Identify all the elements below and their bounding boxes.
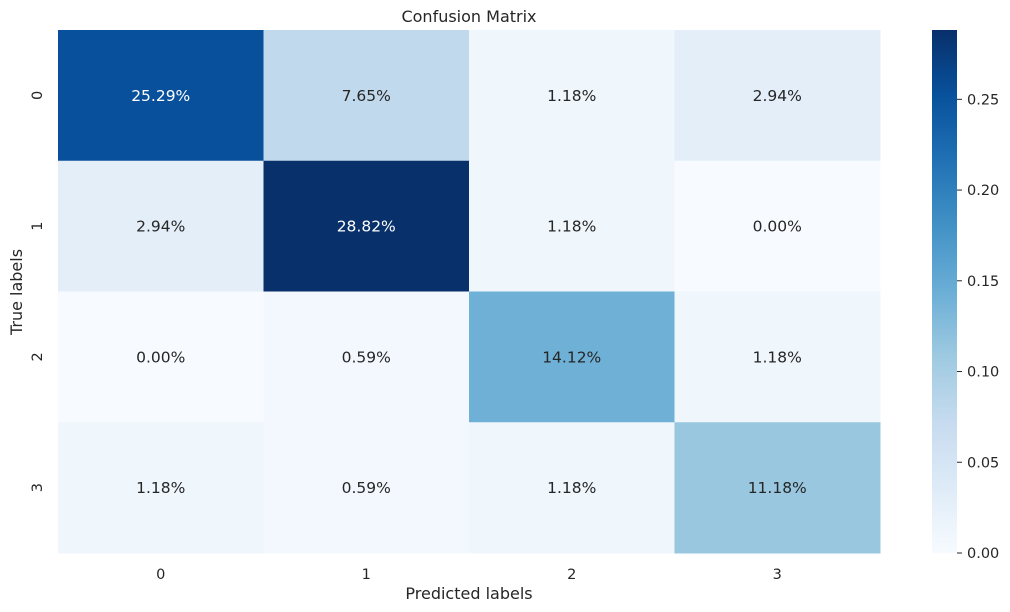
x-axis-label: Predicted labels <box>405 584 532 603</box>
heatmap-cell-r3-c3 <box>674 422 881 554</box>
colorbar-tick-label-1: 0.05 <box>967 455 999 471</box>
y-axis-ticks: 0 1 2 3 <box>30 91 46 492</box>
colorbar-tick-label-0: 0.00 <box>967 546 999 562</box>
heatmap-cell-r1-c0 <box>58 160 264 292</box>
cell-annotation-r3-c2: 1.18% <box>547 479 596 497</box>
heatmap-cell-r1-c2 <box>469 160 675 292</box>
cell-annotation-r0-c2: 1.18% <box>547 87 596 105</box>
heatmap-cell-r1-c1 <box>263 160 470 292</box>
cell-annotation-r0-c1: 7.65% <box>342 87 391 105</box>
cell-annotation-r2-c0: 0.00% <box>136 348 185 366</box>
colorbar <box>932 30 957 553</box>
heatmap-cells <box>58 30 881 554</box>
heatmap-cell-r2-c3 <box>674 291 881 423</box>
colorbar-ticks: 0.00 0.05 0.10 0.15 0.20 0.25 <box>957 92 999 562</box>
chart-title: Confusion Matrix <box>401 7 536 26</box>
y-tick-label-3: 3 <box>30 483 46 492</box>
heatmap-cell-r2-c2 <box>469 291 675 423</box>
heatmap-cell-r0-c0 <box>58 30 264 162</box>
y-axis-label: True labels <box>7 249 26 336</box>
colorbar-tick-label-3: 0.15 <box>967 274 999 290</box>
cell-annotation-r1-c1: 28.82% <box>337 218 396 236</box>
cell-annotation-r3-c1: 0.59% <box>342 479 391 497</box>
x-tick-label-2: 2 <box>567 567 576 583</box>
heatmap-cell-r2-c0 <box>58 291 264 423</box>
heatmap-cell-r3-c0 <box>58 422 264 554</box>
cell-annotation-r3-c0: 1.18% <box>136 479 185 497</box>
heatmap-cell-r0-c2 <box>469 30 675 162</box>
cell-annotation-r2-c2: 14.12% <box>542 348 601 366</box>
heatmap-annotations: 25.29% 7.65% 1.18% 2.94% 2.94% 28.82% 1.18% 0.0… <box>131 87 807 497</box>
y-tick-label-2: 2 <box>30 352 46 361</box>
cell-annotation-r2-c1: 0.59% <box>342 348 391 366</box>
x-axis-ticks: 0 1 2 3 <box>156 567 782 583</box>
cell-annotation-r1-c3: 0.00% <box>753 218 802 236</box>
heatmap-cell-r0-c1 <box>263 30 470 162</box>
heatmap-cell-r0-c3 <box>674 30 881 162</box>
heatmap-cell-r2-c1 <box>263 291 470 423</box>
cell-annotation-r1-c2: 1.18% <box>547 218 596 236</box>
cell-annotation-r0-c0: 25.29% <box>131 87 190 105</box>
cell-annotation-r1-c0: 2.94% <box>136 218 185 236</box>
colorbar-tick-label-2: 0.10 <box>967 365 999 381</box>
x-tick-label-1: 1 <box>362 567 371 583</box>
x-tick-label-0: 0 <box>156 567 165 583</box>
colorbar-tick-label-4: 0.20 <box>967 183 999 199</box>
cell-annotation-r3-c3: 11.18% <box>748 479 807 497</box>
cell-annotation-r2-c3: 1.18% <box>753 348 802 366</box>
heatmap-cell-r1-c3 <box>674 160 881 292</box>
heatmap-cell-r3-c2 <box>469 422 675 554</box>
x-tick-label-3: 3 <box>773 567 782 583</box>
heatmap-cell-r3-c1 <box>263 422 470 554</box>
colorbar-tick-label-5: 0.25 <box>967 92 999 108</box>
y-tick-label-1: 1 <box>30 222 46 231</box>
y-tick-label-0: 0 <box>30 91 46 100</box>
cell-annotation-r0-c3: 2.94% <box>753 87 802 105</box>
